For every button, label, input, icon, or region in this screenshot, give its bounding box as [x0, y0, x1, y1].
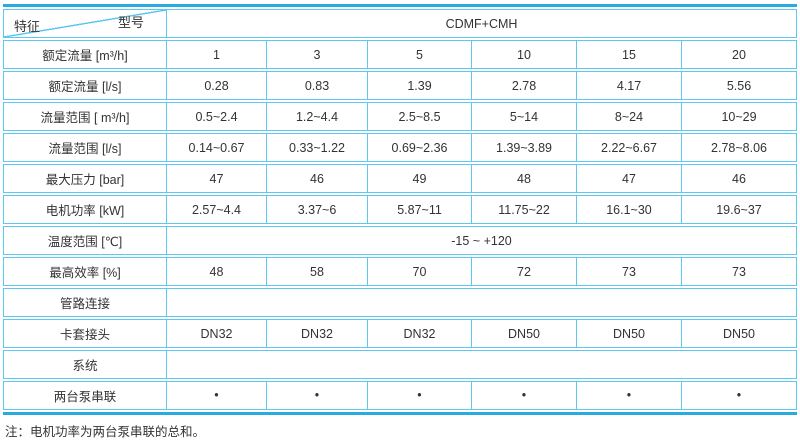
value-cell: DN32	[167, 319, 267, 348]
value-cell: 5.56	[682, 71, 797, 100]
value-cell: 10~29	[682, 102, 797, 131]
row-label: 卡套接头	[3, 319, 167, 348]
header-row: 型号 特征 CDMF+CMH	[3, 9, 797, 38]
value-cell: 47	[577, 164, 682, 193]
corner-label-feature: 特征	[14, 19, 41, 34]
value-cell: 73	[682, 257, 797, 286]
value-cell: 0.69~2.36	[368, 133, 472, 162]
value-cell: DN50	[472, 319, 577, 348]
value-cell: 1.2~4.4	[267, 102, 368, 131]
table-row: 最大压力 [bar] 47 46 49 48 47 46	[3, 164, 797, 193]
value-cell: 20	[682, 40, 797, 69]
value-cell: •	[267, 381, 368, 410]
value-cell: 46	[267, 164, 368, 193]
value-cell: DN32	[267, 319, 368, 348]
row-label: 额定流量 [m³/h]	[3, 40, 167, 69]
merged-value-cell	[167, 350, 797, 379]
value-cell: 0.5~2.4	[167, 102, 267, 131]
row-label: 系统	[3, 350, 167, 379]
value-cell: 49	[368, 164, 472, 193]
table-row: 卡套接头 DN32 DN32 DN32 DN50 DN50 DN50	[3, 319, 797, 348]
corner-label-model: 型号	[117, 15, 144, 30]
row-label: 流量范围 [l/s]	[3, 133, 167, 162]
value-cell: •	[577, 381, 682, 410]
row-label: 电机功率 [kW]	[3, 195, 167, 224]
row-label: 额定流量 [l/s]	[3, 71, 167, 100]
table-row: 电机功率 [kW] 2.57~4.4 3.37~6 5.87~11 11.75~22 16…	[3, 195, 797, 224]
value-cell: 3	[267, 40, 368, 69]
value-cell: 4.17	[577, 71, 682, 100]
diagonal-divider-icon	[4, 10, 166, 37]
row-label: 温度范围 [℃]	[3, 226, 167, 255]
value-cell: 73	[577, 257, 682, 286]
value-cell: 5~14	[472, 102, 577, 131]
corner-cell: 型号 特征	[3, 9, 167, 38]
row-label: 最大压力 [bar]	[3, 164, 167, 193]
value-cell: •	[368, 381, 472, 410]
value-cell: •	[472, 381, 577, 410]
value-cell: DN50	[577, 319, 682, 348]
row-label: 两台泵串联	[3, 381, 167, 410]
value-cell: 5	[368, 40, 472, 69]
table-row: 流量范围 [ m³/h] 0.5~2.4 1.2~4.4 2.5~8.5 5~14 8~2…	[3, 102, 797, 131]
value-cell: 46	[682, 164, 797, 193]
table-row: 流量范围 [l/s] 0.14~0.67 0.33~1.22 0.69~2.36 1.3…	[3, 133, 797, 162]
value-cell: 48	[167, 257, 267, 286]
value-cell: 5.87~11	[368, 195, 472, 224]
value-cell: 19.6~37	[682, 195, 797, 224]
value-cell: DN32	[368, 319, 472, 348]
value-cell: 1	[167, 40, 267, 69]
row-label: 管路连接	[3, 288, 167, 317]
value-cell: DN50	[682, 319, 797, 348]
value-cell: 0.83	[267, 71, 368, 100]
row-label: 流量范围 [ m³/h]	[3, 102, 167, 131]
value-cell: 2.22~6.67	[577, 133, 682, 162]
value-cell: •	[167, 381, 267, 410]
merged-value-cell	[167, 288, 797, 317]
table-row: 两台泵串联 • • • • • •	[3, 381, 797, 410]
value-cell: 48	[472, 164, 577, 193]
value-cell: 0.14~0.67	[167, 133, 267, 162]
merged-value-cell: -15 ~ +120	[167, 226, 797, 255]
row-label: 最高效率 [%]	[3, 257, 167, 286]
footnote: 注：电机功率为两台泵串联的总和。	[5, 425, 206, 439]
table-row: 额定流量 [m³/h] 1 3 5 10 15 20	[3, 40, 797, 69]
value-cell: 10	[472, 40, 577, 69]
value-cell: 58	[267, 257, 368, 286]
value-cell: 11.75~22	[472, 195, 577, 224]
value-cell: 3.37~6	[267, 195, 368, 224]
spec-table: 型号 特征 CDMF+CMH 额定流量 [m³/h] 1 3 5 10 15 20 额定流量 …	[3, 4, 797, 415]
value-cell: 2.78~8.06	[682, 133, 797, 162]
value-cell: 15	[577, 40, 682, 69]
value-cell: 70	[368, 257, 472, 286]
table-row: 系统	[3, 350, 797, 379]
table-row: 额定流量 [l/s] 0.28 0.83 1.39 2.78 4.17 5.56	[3, 71, 797, 100]
value-cell: 2.57~4.4	[167, 195, 267, 224]
table-row: 管路连接	[3, 288, 797, 317]
value-cell: •	[682, 381, 797, 410]
model-series-header: CDMF+CMH	[167, 9, 797, 38]
value-cell: 1.39	[368, 71, 472, 100]
value-cell: 72	[472, 257, 577, 286]
value-cell: 0.33~1.22	[267, 133, 368, 162]
table-row: 最高效率 [%] 48 58 70 72 73 73	[3, 257, 797, 286]
value-cell: 2.5~8.5	[368, 102, 472, 131]
value-cell: 1.39~3.89	[472, 133, 577, 162]
value-cell: 0.28	[167, 71, 267, 100]
value-cell: 16.1~30	[577, 195, 682, 224]
table-row: 温度范围 [℃] -15 ~ +120	[3, 226, 797, 255]
value-cell: 47	[167, 164, 267, 193]
value-cell: 8~24	[577, 102, 682, 131]
value-cell: 2.78	[472, 71, 577, 100]
